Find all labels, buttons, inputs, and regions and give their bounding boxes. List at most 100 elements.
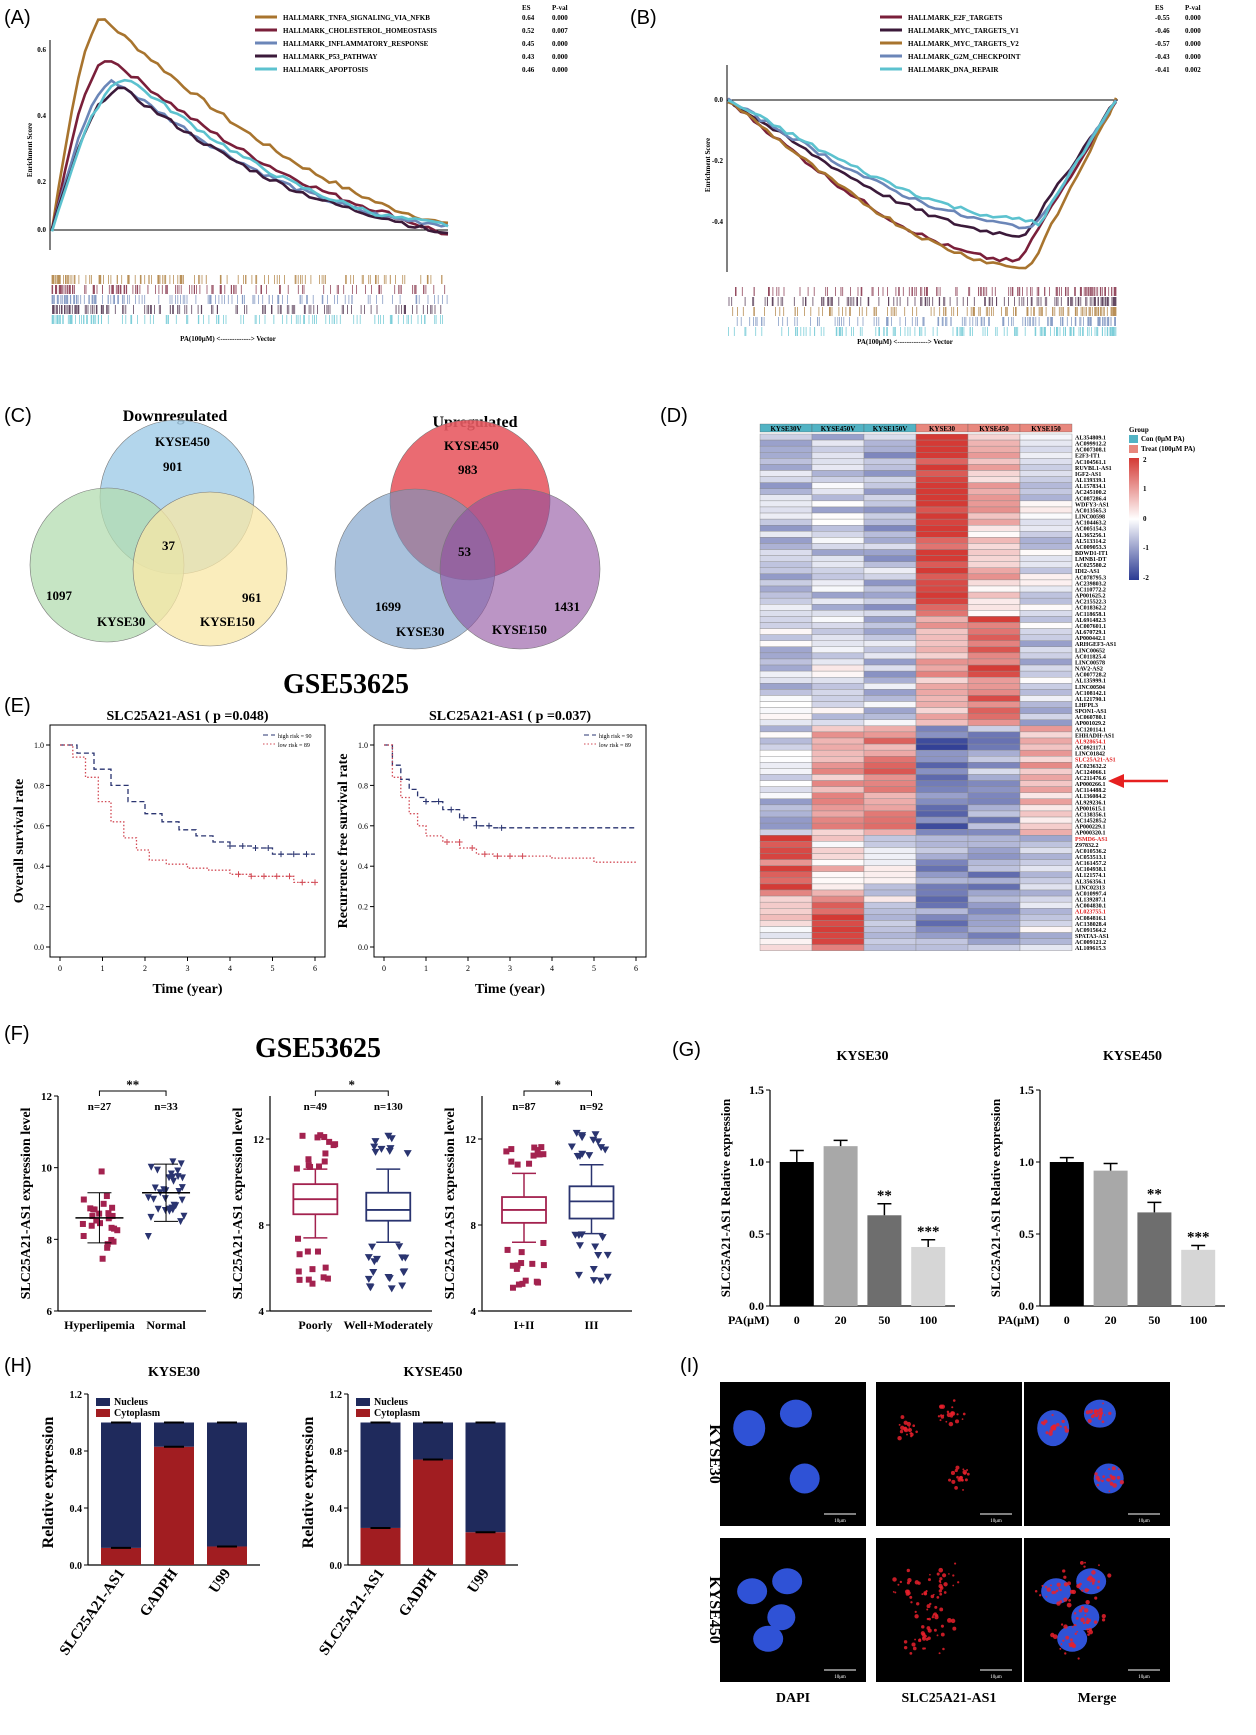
f-group-2-0: I+II (514, 1318, 535, 1332)
d-cell (915, 445, 969, 453)
d-row-label: NAV2-AS2 (1075, 667, 1103, 673)
h-xtick-0-1: GADPH (137, 1566, 181, 1620)
d-cell (811, 822, 865, 830)
f-outlier (295, 1268, 302, 1275)
d-cell (915, 822, 969, 830)
d-cell (811, 792, 865, 799)
d-row-label: LMNB1-DT (1075, 557, 1106, 563)
d-cell (967, 768, 1021, 775)
b-tick-0: 0.0 (714, 96, 723, 104)
d-cell (1019, 774, 1073, 781)
h-legend-nucleus-swatch-0 (96, 1398, 110, 1406)
panel-f-expression: GSE53625 SLC25A21-AS1 expression level 6 8… (19, 1033, 632, 1332)
a-curve-1 (50, 60, 449, 236)
i-signal (1087, 1633, 1090, 1636)
d-cell (967, 488, 1021, 496)
f-point (172, 1202, 180, 1210)
a-legend-es-2: 0.45 (522, 40, 535, 48)
i-signal (1089, 1580, 1092, 1583)
d-cell (967, 707, 1021, 714)
i-scale-text: 10μm (1138, 1519, 1150, 1524)
d-cell (863, 810, 917, 818)
e-censor-mark (444, 838, 450, 845)
a-rug-3 (52, 305, 442, 314)
d-cell (863, 597, 917, 605)
i-signal (1059, 1588, 1062, 1592)
g-err-1-1 (1103, 1162, 1118, 1171)
e-xtick: 1 (101, 964, 105, 973)
i-signal (1080, 1617, 1085, 1623)
d-cell (915, 749, 969, 757)
venn-up-kyse30-label: KYSE30 (396, 624, 444, 639)
d-cell (863, 743, 917, 751)
i-signal (908, 1426, 911, 1428)
d-cell (1019, 439, 1073, 447)
d-cell (759, 476, 813, 483)
d-row-label: AL356356.1 (1075, 879, 1106, 885)
d-cell (759, 670, 813, 678)
i-signal (936, 1572, 940, 1576)
d-cell (1019, 597, 1073, 605)
f-outlier (314, 1134, 321, 1141)
d-row-label: AC007308.1 (1075, 448, 1106, 454)
d-cell (759, 743, 813, 751)
d-cell (863, 847, 917, 854)
d-cell (1019, 762, 1073, 769)
e-censor-mark (519, 853, 526, 860)
d-cell (811, 938, 865, 945)
i-signal (1084, 1561, 1086, 1564)
a-legend-pval-0: 0.000 (552, 14, 568, 22)
d-cell (759, 865, 813, 872)
b-curve-2 (727, 97, 1118, 270)
d-cell (1019, 585, 1073, 593)
h-bar-nuc-1-1 (413, 1422, 453, 1460)
i-signal (1098, 1414, 1103, 1418)
d-cell (967, 841, 1021, 848)
i-signal (1108, 1411, 1112, 1416)
d-cell (915, 731, 969, 739)
d-cell (915, 780, 969, 787)
d-cell (811, 841, 865, 848)
d-cell (759, 683, 813, 690)
d-cell (967, 853, 1021, 860)
f-point (165, 1205, 173, 1213)
d-row-label: AC005154.3 (1075, 527, 1106, 533)
d-row-label: AC120114.1 (1075, 727, 1106, 733)
venn-down-kyse30-label: KYSE30 (97, 614, 145, 629)
d-cell (811, 804, 865, 812)
f-outlier (503, 1148, 510, 1155)
a-legend-name-0: HALLMARK_TNFA_SIGNALING_VIA_NFKB (283, 14, 430, 22)
f-outlier (538, 1144, 545, 1151)
g-xprefix-1: PA(μM) (998, 1313, 1039, 1327)
i-signal (942, 1647, 945, 1651)
i-signal (938, 1652, 941, 1655)
i-signal (921, 1625, 925, 1629)
d-cell (1019, 500, 1073, 508)
f-n-2-0: n=87 (512, 1101, 536, 1113)
d-cell (915, 707, 969, 714)
d-row-label: LINC00598 (1075, 515, 1105, 521)
d-cell (759, 531, 813, 538)
d-cell (759, 664, 813, 672)
b-curve-0 (727, 97, 1118, 263)
d-row-label: AC138028.4 (1075, 922, 1106, 928)
e-ytick: 0.8 (34, 781, 44, 790)
d-cell (863, 634, 917, 641)
g-bar-1-1 (1093, 1170, 1128, 1306)
h-bar-nuc-0-0 (101, 1422, 141, 1548)
d-cell (759, 506, 813, 514)
i-signal (1093, 1409, 1098, 1414)
i-signal (921, 1593, 924, 1596)
d-cell (863, 531, 917, 538)
d-cell (967, 664, 1021, 672)
i-signal (927, 1636, 931, 1641)
d-cell (863, 749, 917, 757)
i-signal (952, 1584, 955, 1587)
panel-label-g: (G) (672, 1039, 701, 1061)
d-cell (811, 433, 865, 441)
f-point (104, 1241, 111, 1248)
d-cell (863, 683, 917, 690)
i-col-label-0: DAPI (776, 1691, 810, 1706)
d-cell (915, 847, 969, 854)
i-signal (916, 1602, 920, 1606)
